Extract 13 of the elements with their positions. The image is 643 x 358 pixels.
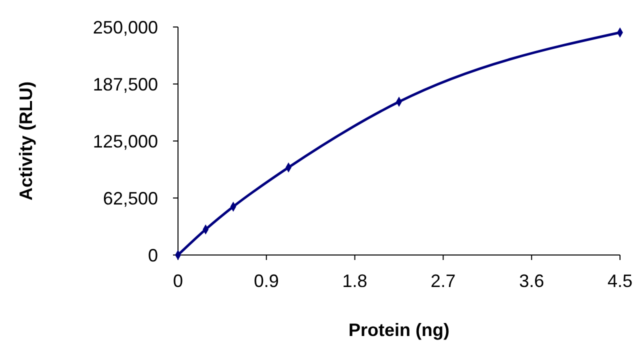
x-tick-label: 0.9 [254, 271, 279, 291]
y-tick-label: 250,000 [92, 17, 158, 38]
x-tick-label: 4.5 [607, 271, 633, 291]
x-tick-label: 1.8 [342, 271, 368, 291]
x-axis-title: Protein (ng) [348, 320, 450, 340]
y-tick-label: 62,500 [102, 188, 158, 208]
x-tick-label: 3.6 [519, 271, 544, 291]
x-tick-label: 2.7 [430, 271, 456, 291]
y-tick-label: 187,500 [92, 74, 158, 94]
y-tick-label: 125,000 [92, 131, 158, 152]
y-tick-label: 0 [148, 245, 158, 266]
y-axis-title: Activity (RLU) [16, 81, 36, 201]
x-tick-label: 0 [172, 271, 184, 291]
